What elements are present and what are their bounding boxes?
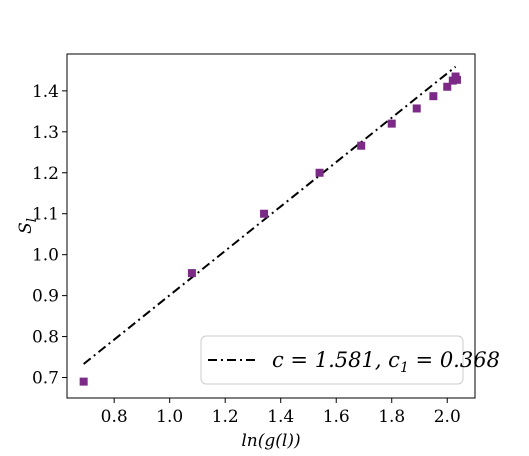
data-point-square <box>429 92 438 101</box>
fit-line <box>83 65 457 365</box>
y-tick-label: 1.1 <box>32 205 59 225</box>
data-point-square <box>187 269 196 278</box>
x-tick-label: 1.6 <box>323 407 350 427</box>
y-axis-label: Sl <box>16 218 40 234</box>
legend: c = 1.581, c1 = 0.368 <box>200 335 500 385</box>
data-point-square <box>260 209 269 218</box>
y-tick-label: 1.0 <box>32 246 59 266</box>
x-tick-label: 1.0 <box>156 407 183 427</box>
data-point-square <box>357 141 366 150</box>
x-tick-label: 1.4 <box>267 407 294 427</box>
y-tick-label: 0.7 <box>32 369 59 389</box>
y-axis-ticks: 0.7 0.8 0.9 1.0 1.1 1.2 1.3 1.4 <box>32 82 67 389</box>
x-axis-label: ln(g(l)) <box>241 431 300 451</box>
x-tick-label: 1.2 <box>212 407 239 427</box>
y-tick-label: 1.2 <box>32 164 59 184</box>
y-tick-label: 0.8 <box>32 328 59 348</box>
x-tick-label: 2.0 <box>434 407 461 427</box>
data-points-layer <box>79 72 461 386</box>
y-tick-label: 0.9 <box>32 287 59 307</box>
data-point-square <box>452 75 461 84</box>
x-tick-label: 1.8 <box>378 407 405 427</box>
y-tick-label: 1.3 <box>32 123 59 143</box>
x-axis-ticks: 0.8 1.0 1.2 1.4 1.6 1.8 2.0 <box>101 398 461 427</box>
y-tick-label: 1.4 <box>32 82 59 102</box>
fit-line-layer <box>83 65 457 365</box>
data-point-square <box>443 82 452 91</box>
x-tick-label: 0.8 <box>101 407 128 427</box>
data-point-square <box>412 104 421 113</box>
data-point-square <box>387 119 396 128</box>
data-point-square <box>448 76 457 85</box>
data-point-square <box>79 377 88 386</box>
legend-box <box>200 335 464 385</box>
legend-label: c = 1.581, c1 = 0.368 <box>272 348 500 376</box>
data-point-square <box>315 168 324 177</box>
